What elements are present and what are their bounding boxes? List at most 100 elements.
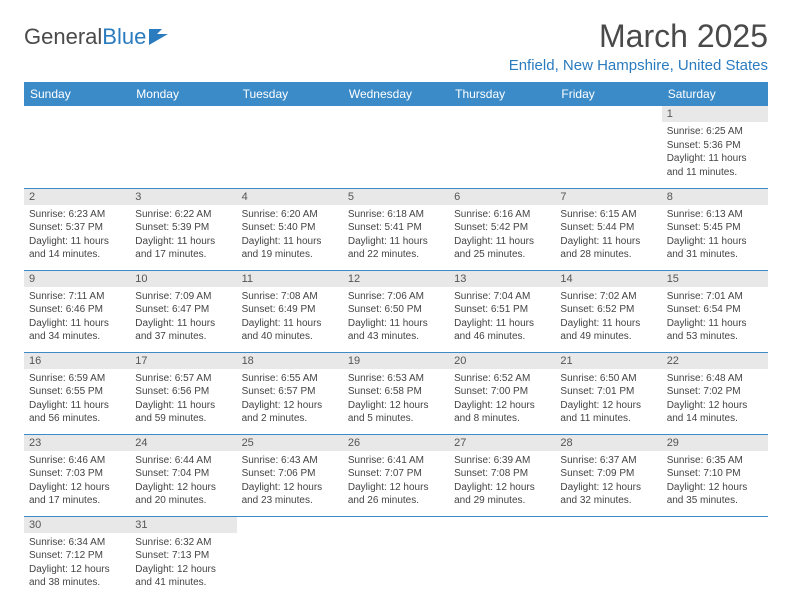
calendar-cell: 20Sunrise: 6:52 AMSunset: 7:00 PMDayligh… (449, 352, 555, 434)
calendar-cell: 21Sunrise: 6:50 AMSunset: 7:01 PMDayligh… (555, 352, 661, 434)
weekday-header: Sunday (24, 82, 130, 106)
calendar-cell (237, 516, 343, 598)
title-block: March 2025 Enfield, New Hampshire, Unite… (509, 18, 768, 74)
calendar-cell (24, 106, 130, 188)
calendar-cell: 5Sunrise: 6:18 AMSunset: 5:41 PMDaylight… (343, 188, 449, 270)
day-number: 8 (662, 189, 768, 205)
day-details: Sunrise: 7:01 AM Sunset: 6:54 PM Daylight:… (662, 287, 768, 348)
sunset-line: Sunset: 7:03 PM (29, 468, 103, 479)
sunset-line: Sunset: 5:36 PM (667, 140, 741, 151)
day-details: Sunrise: 6:13 AMSunset: 5:45 PMDaylight:… (662, 205, 768, 266)
sunrise-line: Sunrise: 6:25 AM (667, 126, 743, 137)
calendar-cell: 13Sunrise: 7:04 AMSunset: 6:51 PMDayligh… (449, 270, 555, 352)
calendar-week-row: 23Sunrise: 6:46 AMSunset: 7:03 PMDayligh… (24, 434, 768, 516)
daylight-line: Daylight: 11 hours and 11 minutes. (667, 153, 747, 178)
day-number: 28 (555, 435, 661, 451)
day-details: Sunrise: 6:53 AMSunset: 6:58 PMDaylight:… (343, 369, 449, 430)
calendar-cell: 26Sunrise: 6:41 AMSunset: 7:07 PMDayligh… (343, 434, 449, 516)
day-number: 17 (130, 353, 236, 369)
calendar-cell: 23Sunrise: 6:46 AMSunset: 7:03 PMDayligh… (24, 434, 130, 516)
daylight-line: Daylight: 12 hours and 5 minutes. (348, 400, 429, 425)
day-details: Sunrise: 6:59 AMSunset: 6:55 PMDaylight:… (24, 369, 130, 430)
day-number: 14 (555, 271, 661, 287)
calendar-cell: 7Sunrise: 6:15 AMSunset: 5:44 PMDaylight… (555, 188, 661, 270)
calendar-cell (237, 106, 343, 188)
sunrise-line: Sunrise: 7:06 AM (348, 291, 424, 302)
day-number: 20 (449, 353, 555, 369)
day-details: Sunrise: 6:57 AMSunset: 6:56 PMDaylight:… (130, 369, 236, 430)
daylight-line: Daylight: 11 hours and 22 minutes. (348, 236, 428, 261)
day-details: Sunrise: 7:11 AMSunset: 6:46 PMDaylight:… (24, 287, 130, 348)
day-details: Sunrise: 6:55 AMSunset: 6:57 PMDaylight:… (237, 369, 343, 430)
daylight-line: Daylight: 11 hours and 49 minutes. (560, 318, 640, 343)
calendar-week-row: 30Sunrise: 6:34 AMSunset: 7:12 PMDayligh… (24, 516, 768, 598)
calendar-cell: 24Sunrise: 6:44 AMSunset: 7:04 PMDayligh… (130, 434, 236, 516)
daylight-line: Daylight: 11 hours and 19 minutes. (242, 236, 322, 261)
sunrise-line: Sunrise: 7:11 AM (29, 291, 104, 302)
day-number: 27 (449, 435, 555, 451)
day-details: Sunrise: 6:23 AMSunset: 5:37 PMDaylight:… (24, 205, 130, 266)
sunset-line: Sunset: 6:54 PM (667, 304, 741, 315)
calendar-body: 1Sunrise: 6:25 AMSunset: 5:36 PMDaylight… (24, 106, 768, 598)
logo-text: GeneralBlue (24, 24, 146, 50)
sunrise-line: Sunrise: 6:59 AM (29, 373, 105, 384)
daylight-line: Daylight: 11 hours and 46 minutes. (454, 318, 534, 343)
day-number: 30 (24, 517, 130, 533)
calendar-head: SundayMondayTuesdayWednesdayThursdayFrid… (24, 82, 768, 106)
day-number: 10 (130, 271, 236, 287)
calendar-cell: 15Sunrise: 7:01 AMSunset: 6:54 PMDayligh… (662, 270, 768, 352)
calendar-table: SundayMondayTuesdayWednesdayThursdayFrid… (24, 82, 768, 598)
daylight-line: Daylight: 11 hours and 34 minutes. (29, 318, 109, 343)
daylight-line: Daylight: 11 hours and 53 minutes. (667, 318, 747, 343)
day-number: 25 (237, 435, 343, 451)
sunrise-line: Sunrise: 6:37 AM (560, 455, 636, 466)
sunrise-line: Sunrise: 6:48 AM (667, 373, 743, 384)
daylight-line: Daylight: 12 hours and 20 minutes. (135, 482, 216, 507)
day-details: Sunrise: 6:37 AMSunset: 7:09 PMDaylight:… (555, 451, 661, 512)
day-details: Sunrise: 6:18 AMSunset: 5:41 PMDaylight:… (343, 205, 449, 266)
daylight-line: Daylight: 12 hours and 8 minutes. (454, 400, 535, 425)
calendar-cell: 17Sunrise: 6:57 AMSunset: 6:56 PMDayligh… (130, 352, 236, 434)
sunrise-line: Sunrise: 6:46 AM (29, 455, 105, 466)
daylight-line: Daylight: 11 hours and 28 minutes. (560, 236, 640, 261)
day-number: 16 (24, 353, 130, 369)
calendar-cell: 28Sunrise: 6:37 AMSunset: 7:09 PMDayligh… (555, 434, 661, 516)
daylight-line: Daylight: 12 hours and 29 minutes. (454, 482, 535, 507)
sunrise-line: Sunrise: 7:08 AM (242, 291, 318, 302)
day-details: Sunrise: 6:20 AMSunset: 5:40 PMDaylight:… (237, 205, 343, 266)
day-details: Sunrise: 6:34 AMSunset: 7:12 PMDaylight:… (24, 533, 130, 594)
day-number: 4 (237, 189, 343, 205)
weekday-header: Monday (130, 82, 236, 106)
calendar-cell (343, 516, 449, 598)
calendar-cell: 29Sunrise: 6:35 AMSunset: 7:10 PMDayligh… (662, 434, 768, 516)
sunset-line: Sunset: 5:45 PM (667, 222, 741, 233)
day-details: Sunrise: 7:09 AMSunset: 6:47 PMDaylight:… (130, 287, 236, 348)
calendar-cell: 30Sunrise: 6:34 AMSunset: 7:12 PMDayligh… (24, 516, 130, 598)
sunset-line: Sunset: 7:10 PM (667, 468, 741, 479)
sunset-line: Sunset: 6:49 PM (242, 304, 316, 315)
weekday-header: Thursday (449, 82, 555, 106)
day-details: Sunrise: 6:35 AMSunset: 7:10 PMDaylight:… (662, 451, 768, 512)
sunset-line: Sunset: 7:08 PM (454, 468, 528, 479)
daylight-line: Daylight: 12 hours and 26 minutes. (348, 482, 429, 507)
weekday-header: Saturday (662, 82, 768, 106)
calendar-cell: 3Sunrise: 6:22 AMSunset: 5:39 PMDaylight… (130, 188, 236, 270)
calendar-cell: 19Sunrise: 6:53 AMSunset: 6:58 PMDayligh… (343, 352, 449, 434)
calendar-cell (662, 516, 768, 598)
day-details: Sunrise: 7:02 AMSunset: 6:52 PMDaylight:… (555, 287, 661, 348)
daylight-line: Daylight: 11 hours and 37 minutes. (135, 318, 215, 343)
day-details: Sunrise: 6:44 AMSunset: 7:04 PMDaylight:… (130, 451, 236, 512)
calendar-week-row: 1Sunrise: 6:25 AMSunset: 5:36 PMDaylight… (24, 106, 768, 188)
sunrise-line: Sunrise: 7:01 AM (667, 291, 743, 302)
sunset-line: Sunset: 7:06 PM (242, 468, 316, 479)
sunrise-line: Sunrise: 6:39 AM (454, 455, 530, 466)
daylight-line: Daylight: 11 hours and 25 minutes. (454, 236, 534, 261)
day-number: 3 (130, 189, 236, 205)
daylight-line: Daylight: 11 hours and 40 minutes. (242, 318, 322, 343)
sunset-line: Sunset: 6:55 PM (29, 386, 103, 397)
sunrise-line: Sunrise: 6:41 AM (348, 455, 424, 466)
header: GeneralBlue March 2025 Enfield, New Hamp… (24, 18, 768, 74)
sunrise-line: Sunrise: 6:16 AM (454, 209, 530, 220)
month-title: March 2025 (509, 18, 768, 55)
sunrise-line: Sunrise: 6:55 AM (242, 373, 318, 384)
